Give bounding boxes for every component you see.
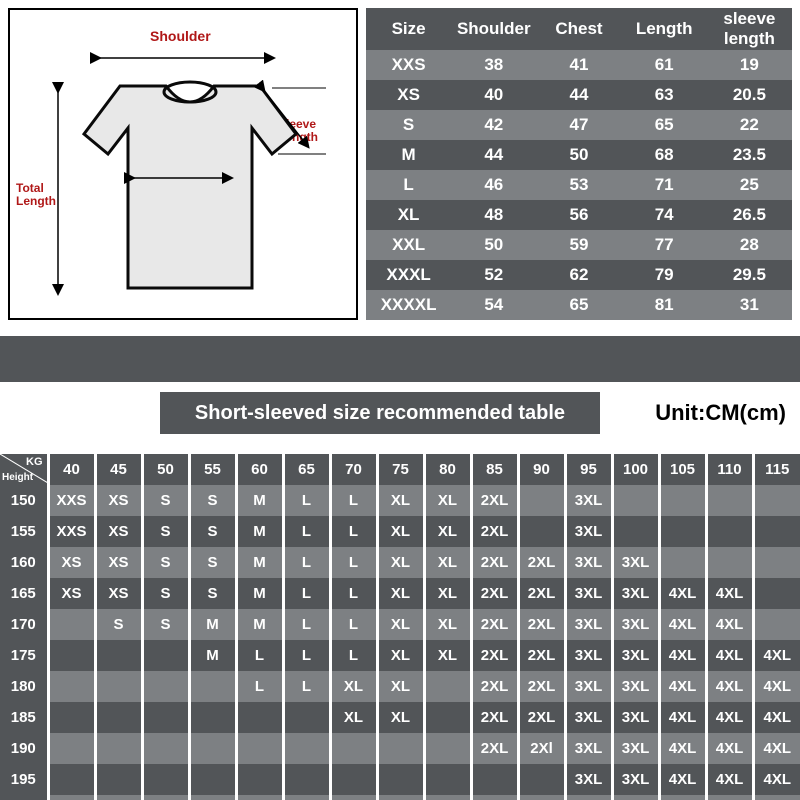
divider-band [0,336,800,382]
rec-title-band: Short-sleeved size recommended table Uni… [0,392,800,434]
recommend-table: KGHeight40455055606570758085909510010511… [0,454,800,800]
arrows [10,10,356,318]
unit-label: Unit:CM(cm) [600,392,800,434]
size-table: SizeShoulderChestLengthsleeve lengthXXS3… [366,8,792,324]
rec-title: Short-sleeved size recommended table [160,392,600,434]
tshirt-diagram: Shoulder Bust Sleeve Length Total Length [8,8,358,320]
